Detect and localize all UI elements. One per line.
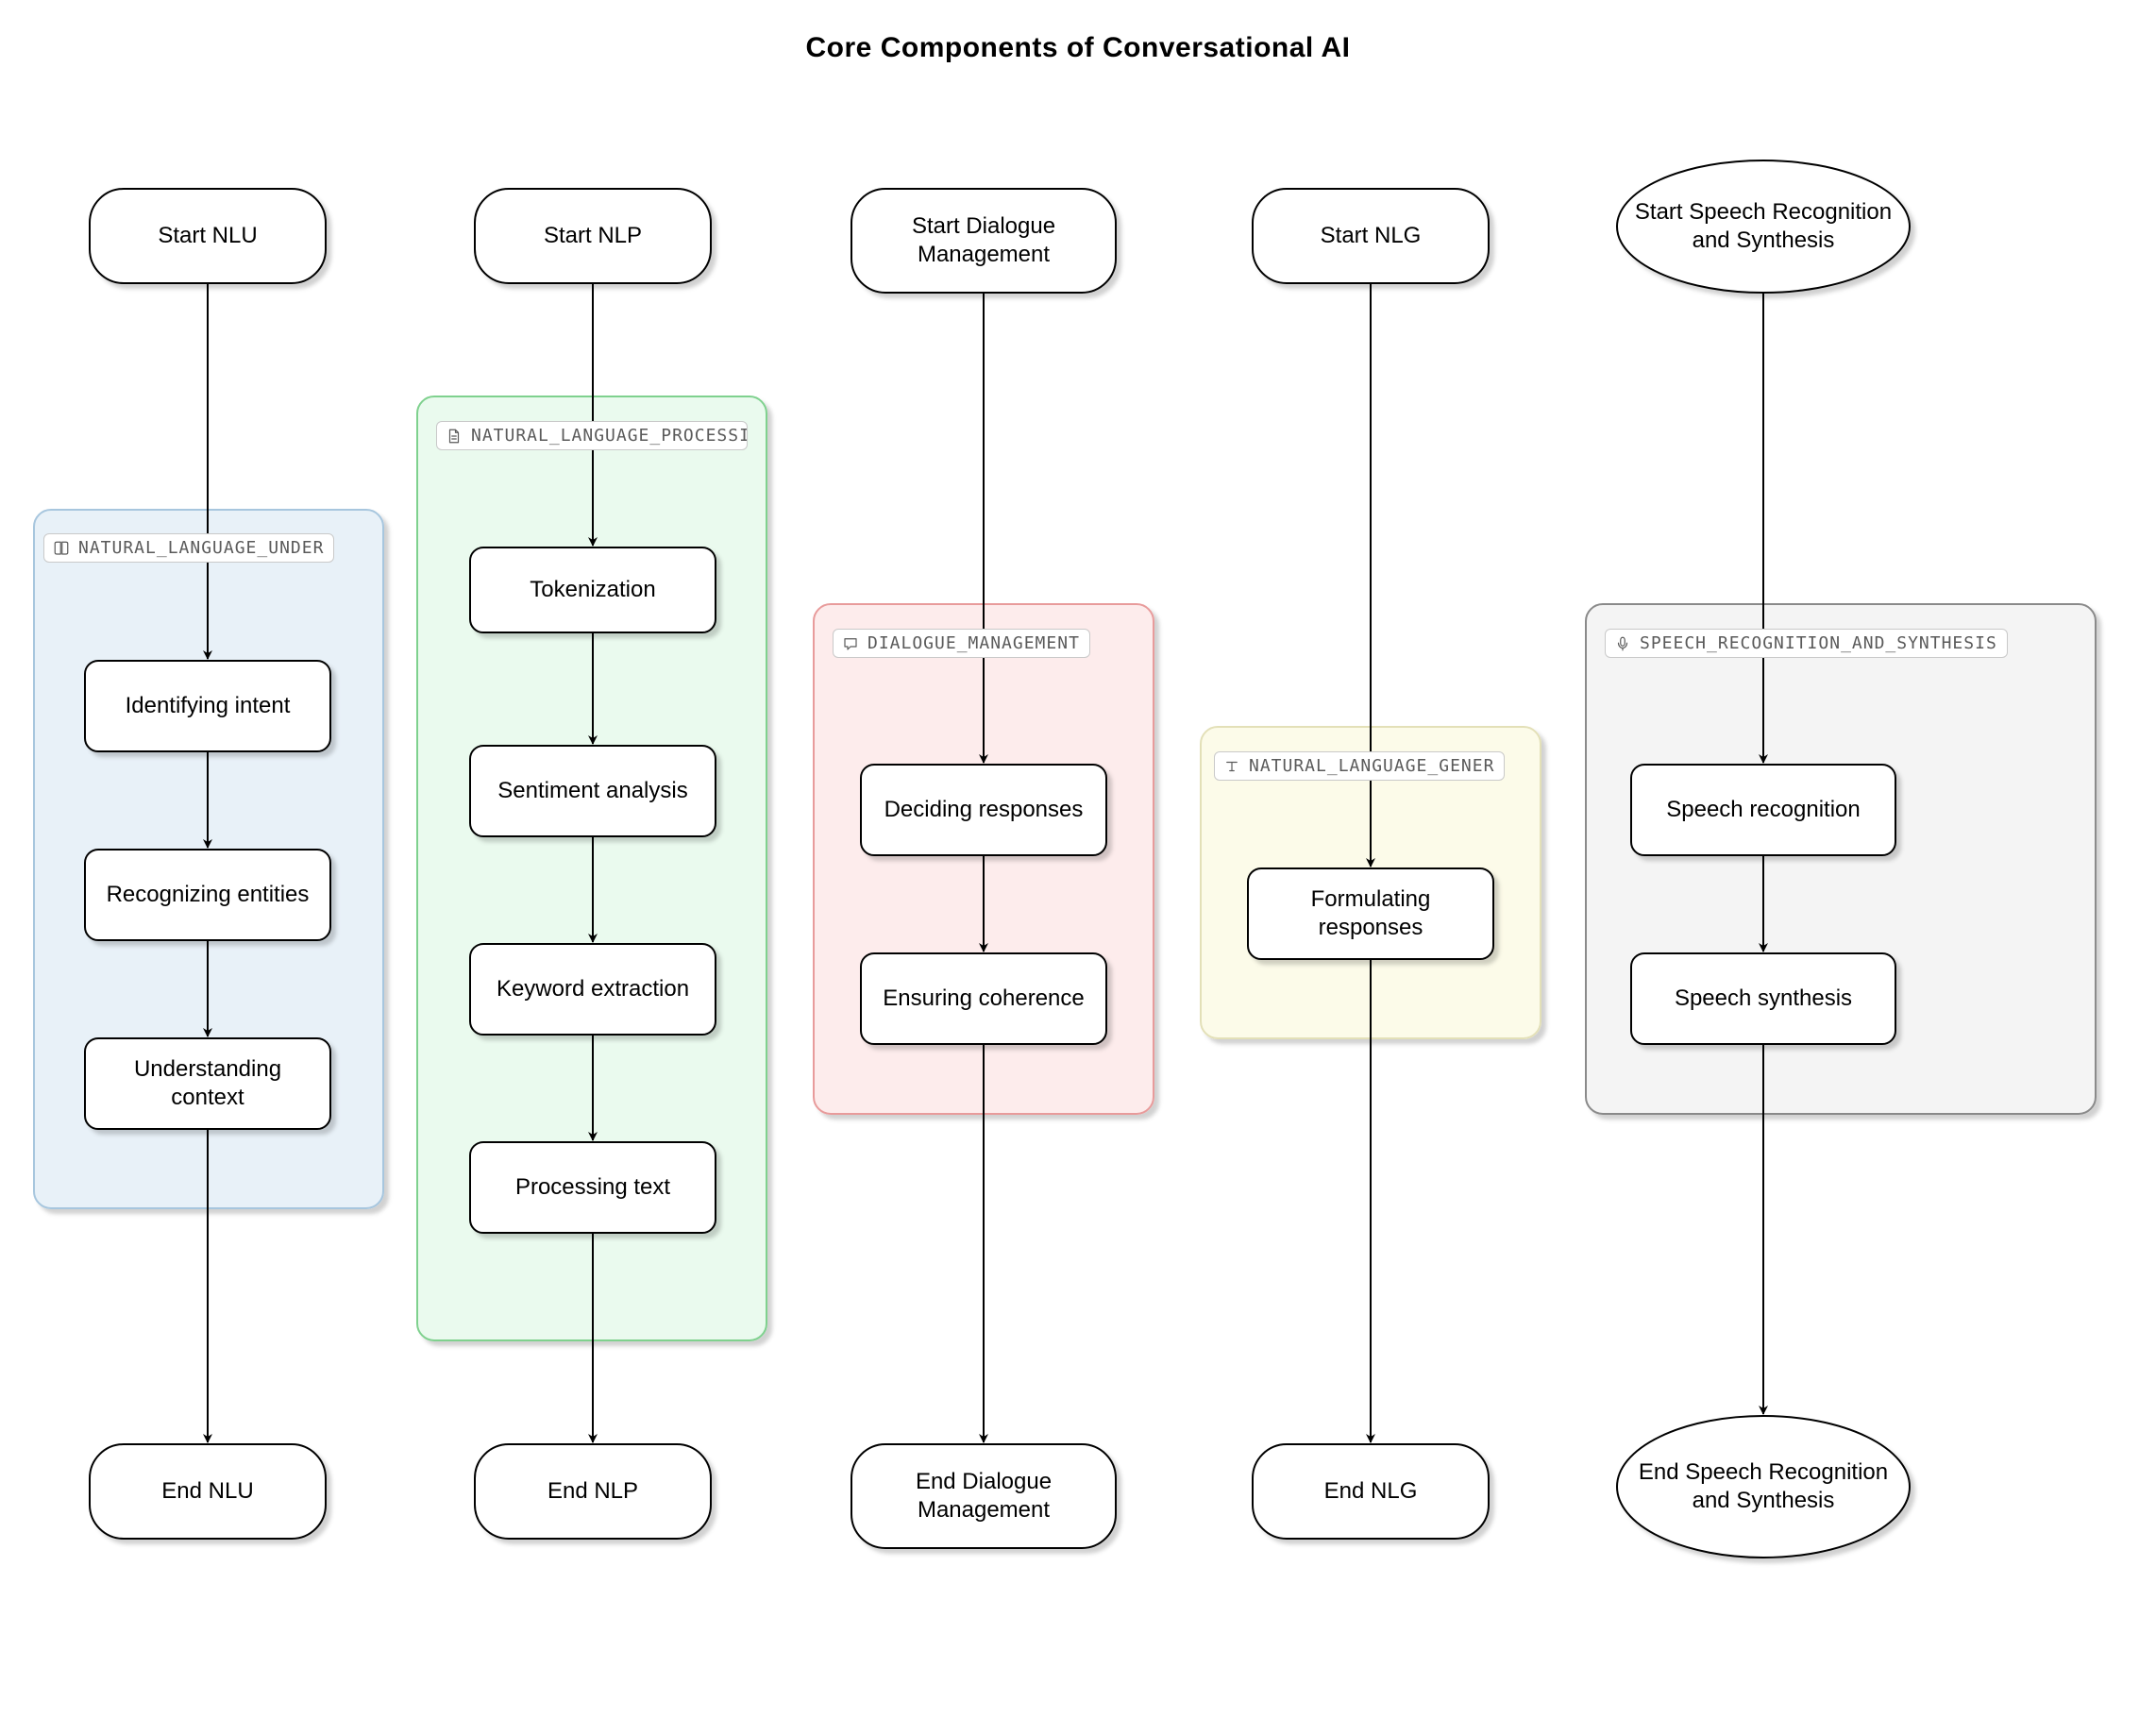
group-label-text: NATURAL_LANGUAGE_PROCESSING_NLP: [471, 426, 748, 446]
step-nlu-1-label: Recognizing entities: [85, 850, 330, 940]
group-label-dm_group: DIALOGUE_MANAGEMENT: [833, 629, 1090, 658]
step-nlp-2-label: Keyword extraction: [470, 944, 716, 1035]
step-nlp-1-label: Sentiment analysis: [470, 746, 716, 836]
step-speech-0-label: Speech recognition: [1631, 765, 1895, 855]
step-nlp-3-label: Processing text: [470, 1142, 716, 1233]
doc-icon: [445, 427, 463, 446]
end-nlu-label: End NLU: [90, 1444, 326, 1539]
start-nlu-label: Start NLU: [90, 189, 326, 283]
group-label-text: SPEECH_RECOGNITION_AND_SYNTHESIS: [1640, 633, 1997, 653]
step-nlu-2-label: Understanding context: [85, 1038, 330, 1129]
step-nlp-0-label: Tokenization: [470, 547, 716, 632]
end-nlp-label: End NLP: [475, 1444, 711, 1539]
step-nlu-0-label: Identifying intent: [85, 661, 330, 751]
group-label-nlu_group: NATURAL_LANGUAGE_UNDER: [43, 533, 334, 563]
book-icon: [52, 539, 71, 558]
start-speech-label: Start Speech Recognition and Synthesis: [1617, 160, 1910, 293]
chat-icon: [841, 634, 860, 653]
start-dm-label: Start Dialogue Management: [851, 189, 1116, 293]
type-icon: [1222, 757, 1241, 776]
end-dm-label: End Dialogue Management: [851, 1444, 1116, 1548]
step-speech-1-label: Speech synthesis: [1631, 953, 1895, 1044]
flowchart-canvas: Start NLU Identifying intent Recognizing e…: [0, 0, 2156, 1718]
group-label-text: NATURAL_LANGUAGE_UNDER: [78, 538, 324, 558]
group-label-nlg_group: NATURAL_LANGUAGE_GENER: [1214, 751, 1505, 781]
step-dm-1-label: Ensuring coherence: [861, 953, 1106, 1044]
end-speech-label: End Speech Recognition and Synthesis: [1617, 1416, 1910, 1558]
step-nlg-0-label: Formulating responses: [1248, 868, 1493, 959]
start-nlp-label: Start NLP: [475, 189, 711, 283]
group-label-text: NATURAL_LANGUAGE_GENER: [1249, 756, 1494, 776]
start-nlg-label: Start NLG: [1253, 189, 1489, 283]
mic-icon: [1613, 634, 1632, 653]
group-label-text: DIALOGUE_MANAGEMENT: [867, 633, 1080, 653]
step-dm-0-label: Deciding responses: [861, 765, 1106, 855]
group-label-nlp_group: NATURAL_LANGUAGE_PROCESSING_NLP: [436, 421, 748, 450]
end-nlg-label: End NLG: [1253, 1444, 1489, 1539]
group-label-speech_group: SPEECH_RECOGNITION_AND_SYNTHESIS: [1605, 629, 2008, 658]
